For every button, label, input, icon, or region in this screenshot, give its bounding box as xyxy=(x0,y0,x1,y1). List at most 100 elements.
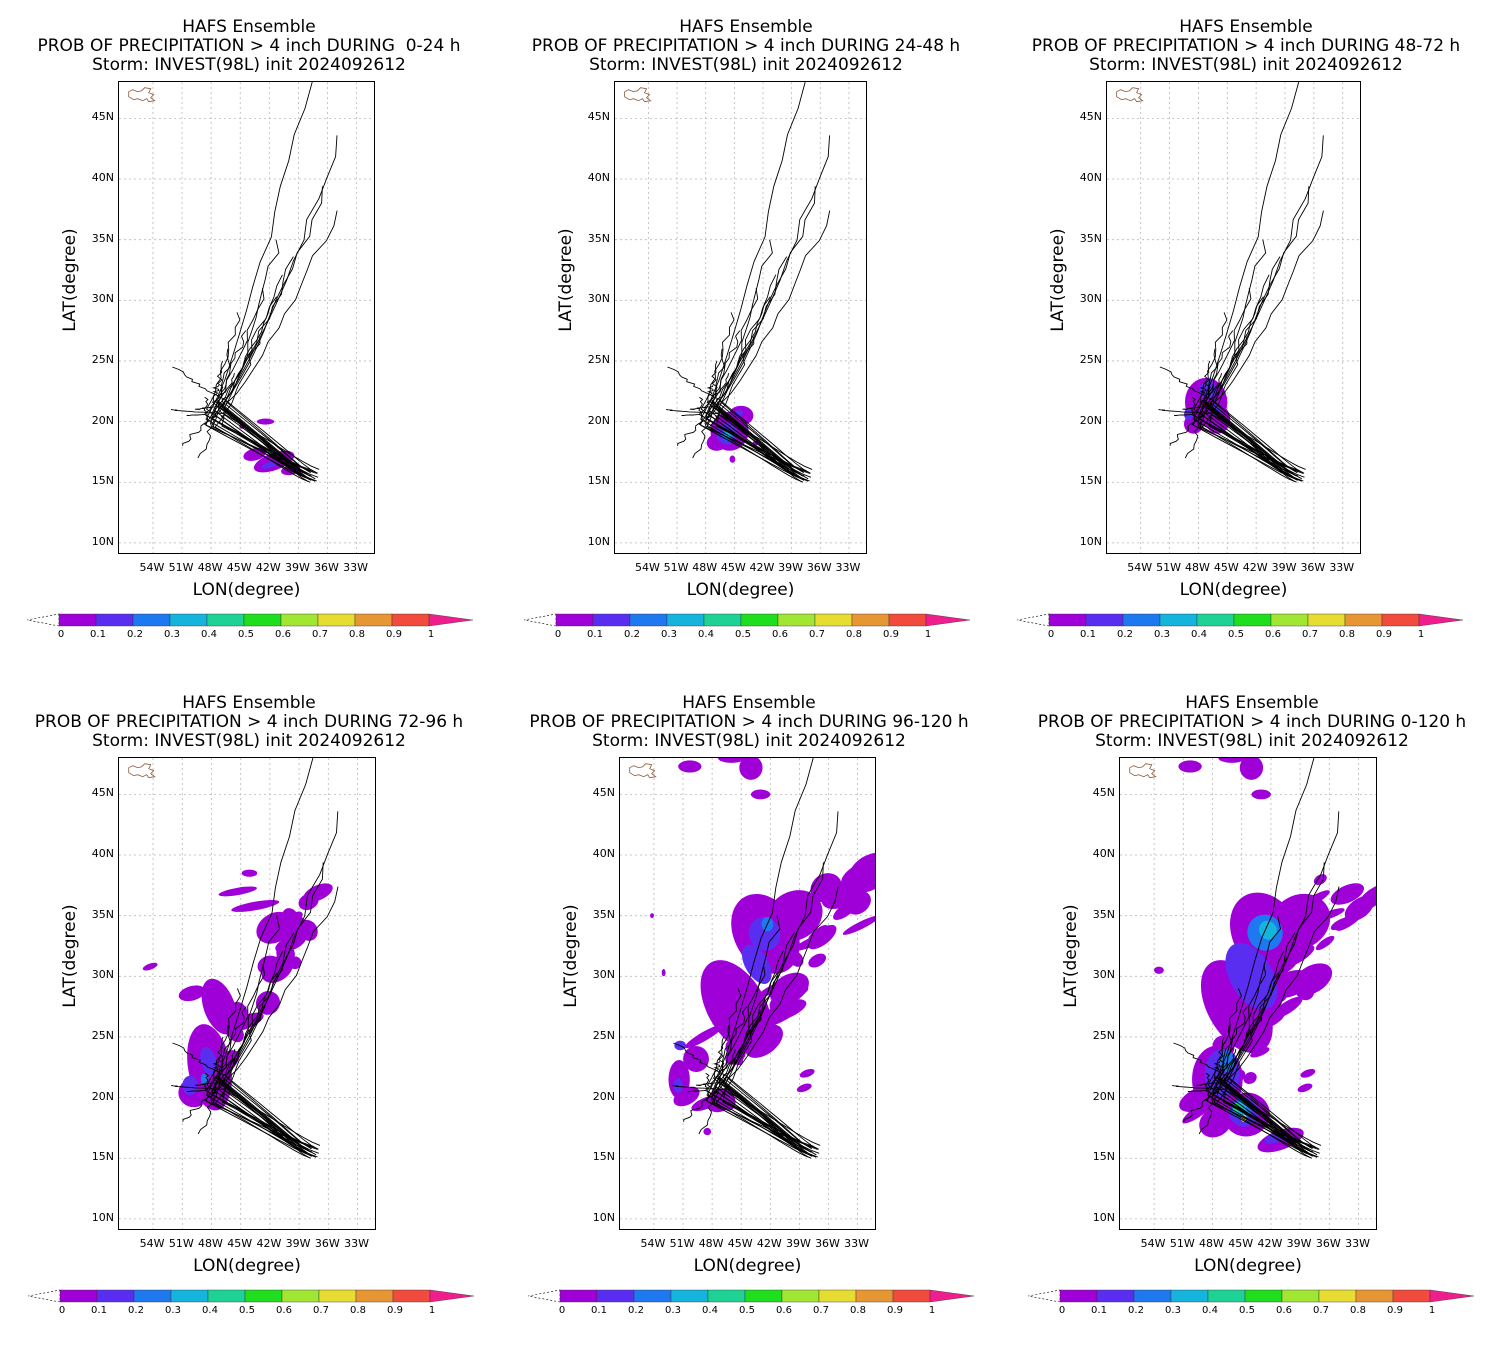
ensemble-track xyxy=(204,964,316,1149)
precip-probability-area xyxy=(142,962,158,971)
ensemble-track xyxy=(170,409,320,470)
ensemble-track xyxy=(172,366,318,474)
precip-probability-area xyxy=(256,911,294,944)
colorbar-tick-label: 0.1 xyxy=(591,1305,607,1316)
colorbar-swatch xyxy=(703,613,742,627)
ensemble-track xyxy=(224,186,323,474)
panel-storm-line: Storm: INVEST(98L) init 2024092612 xyxy=(92,731,406,751)
colorbar-swatch xyxy=(670,1289,709,1303)
colorbar-swatch xyxy=(777,613,816,627)
colorbar-under-arrow xyxy=(528,1289,561,1303)
ensemble-track xyxy=(709,330,804,477)
lat-tick-label: 45N xyxy=(592,786,615,800)
ensemble-track xyxy=(715,396,810,474)
precip-probability-area xyxy=(231,900,280,912)
ensemble-track xyxy=(1212,210,1324,471)
ensemble-track xyxy=(706,348,797,473)
lat-tick-label: 15N xyxy=(1079,474,1102,488)
lon-tick-label: 36W xyxy=(806,561,832,574)
lat-tick-label: 10N xyxy=(91,534,114,548)
colorbar-swatch xyxy=(707,1289,746,1303)
precip-probability-area xyxy=(201,978,237,1035)
colorbar-swatch xyxy=(58,613,97,627)
ensemble-track xyxy=(224,210,338,471)
lon-tick-label: 45W xyxy=(227,1237,253,1250)
panel-heading: HAFS Ensemble xyxy=(682,693,816,713)
precip-probability-area xyxy=(842,915,875,935)
colorbar-tick-label: 0.1 xyxy=(90,629,106,640)
colorbar-tick-label: 0.9 xyxy=(386,629,402,640)
ensemble-track xyxy=(215,1006,311,1153)
colorbar-tick-label: 0.3 xyxy=(661,629,677,640)
colorbar-tick-label: 0.2 xyxy=(624,629,640,640)
lat-tick-label: 30N xyxy=(1079,292,1102,306)
precip-probability-area xyxy=(182,1075,198,1096)
ensemble-track xyxy=(698,288,808,473)
colorbar-tick-label: 0.2 xyxy=(1117,629,1133,640)
lat-tick-label: 15N xyxy=(91,474,114,488)
ensemble-track xyxy=(718,186,816,474)
lat-tick-label: 25N xyxy=(91,352,114,366)
precip-probability-area xyxy=(298,893,319,911)
colorbar-swatch xyxy=(629,613,668,627)
lon-tick-label: 48W xyxy=(1184,561,1210,574)
ensemble-track xyxy=(1216,1006,1312,1153)
lon-tick-label: 51W xyxy=(663,561,689,574)
colorbar-swatch xyxy=(1244,1289,1283,1303)
colorbar-tick-label: 0.4 xyxy=(201,629,217,640)
lon-tick-label: 48W xyxy=(1199,1237,1224,1250)
colorbar-swatch xyxy=(1085,613,1124,627)
colorbar-tick-label: 0.9 xyxy=(887,1305,903,1316)
lon-tick-label: 42W xyxy=(256,1237,282,1250)
colorbar-swatch xyxy=(1381,613,1420,627)
colorbar-tick-label: 0 xyxy=(554,629,562,640)
ensemble-track xyxy=(1211,186,1310,474)
ensemble-track xyxy=(211,932,319,1154)
ensemble-track xyxy=(717,1036,804,1148)
ensemble-track xyxy=(711,360,796,472)
colorbar xyxy=(1028,1289,1475,1303)
precip-probability-area xyxy=(1330,917,1351,931)
lon-tick-label: 48W xyxy=(198,1237,223,1250)
precip-probability-area xyxy=(1250,1047,1270,1058)
ensemble-track xyxy=(1213,1024,1305,1149)
lon-tick-label: 45W xyxy=(727,1237,753,1250)
ensemble-track xyxy=(182,415,307,478)
colorbar-tick-label: 0.6 xyxy=(1276,1305,1292,1316)
lat-tick-label: 45N xyxy=(91,110,114,124)
precip-probability-area xyxy=(1218,758,1246,763)
colorbar-under-arrow xyxy=(27,613,60,627)
colorbar-tick-label: 0.3 xyxy=(165,1305,181,1316)
colorbar-swatch xyxy=(355,1289,394,1303)
lon-tick-label: 36W xyxy=(1300,561,1326,574)
colorbar-swatch xyxy=(1392,1289,1431,1303)
ensemble-track xyxy=(211,401,308,475)
colorbar-tick-label: 0.9 xyxy=(1376,629,1392,640)
ensemble-track xyxy=(182,1091,307,1154)
coastline xyxy=(624,87,652,103)
colorbar-swatch xyxy=(1196,613,1235,627)
map-canvas xyxy=(119,82,374,553)
precip-probability-area xyxy=(739,758,763,780)
precip-probability-area xyxy=(729,455,736,463)
map-canvas xyxy=(1120,758,1376,1229)
lon-tick-label: 54W xyxy=(640,1237,666,1250)
panel-prob-title: PROB OF PRECIPITATION > 4 inch DURING 48… xyxy=(1031,36,1461,56)
map-panel-96-120: HAFS Ensemble PROB OF PRECIPITATION > 4 i… xyxy=(500,676,998,1352)
ensemble-track xyxy=(214,336,311,483)
panel-storm-line: Storm: INVEST(98L) init 2024092612 xyxy=(92,55,406,75)
colorbar-swatch xyxy=(392,1289,431,1303)
precip-probability-area xyxy=(1300,1068,1316,1078)
map-panel-48-72: HAFS Ensemble PROB OF PRECIPITATION > 4 i… xyxy=(997,0,1495,676)
colorbar-over-arrow xyxy=(1418,613,1464,627)
colorbar-tick-label: 0 xyxy=(558,1305,566,1316)
ensemble-track xyxy=(1205,964,1317,1149)
colorbar-swatch xyxy=(1270,613,1309,627)
ensemble-track xyxy=(1193,312,1290,477)
ensemble-track xyxy=(1192,82,1304,482)
lat-tick-label: 10N xyxy=(587,534,610,548)
colorbar-tick-label: 1 xyxy=(428,1305,436,1316)
lat-tick-label: 20N xyxy=(91,1089,114,1103)
ensemble-track xyxy=(1201,336,1297,483)
ensemble-track xyxy=(1191,288,1301,473)
